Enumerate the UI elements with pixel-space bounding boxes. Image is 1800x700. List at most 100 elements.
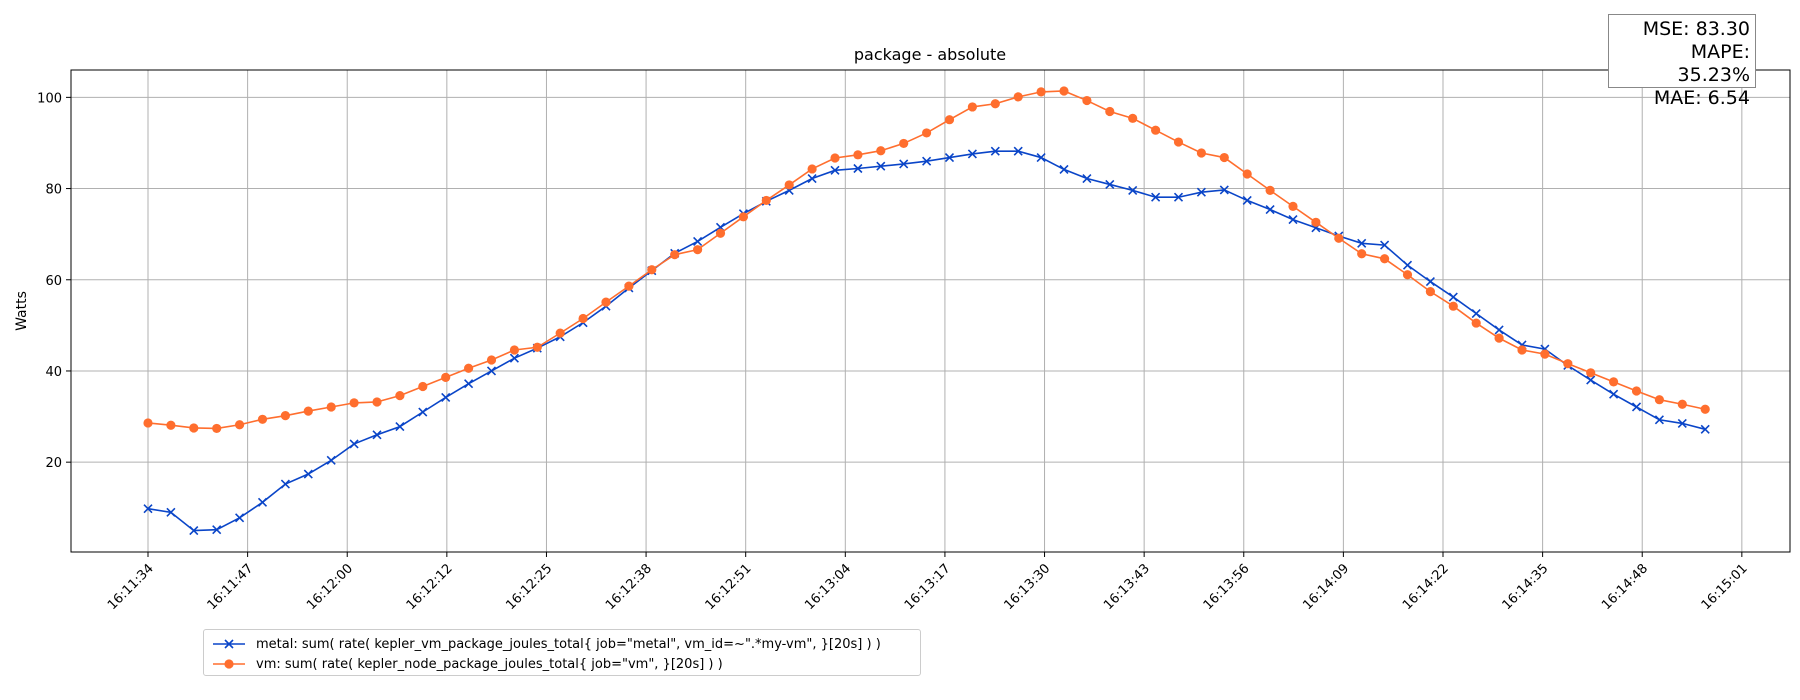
data-point-metal [967, 149, 977, 159]
data-point-metal [899, 159, 909, 169]
data-point-vm [212, 423, 222, 434]
series-metal [143, 146, 1710, 536]
legend-label-metal: metal: sum( rate( kepler_vm_package_joul… [256, 636, 881, 652]
data-point-vm [1288, 201, 1298, 211]
data-point-metal [1425, 277, 1435, 287]
x-tick-label: 16:13:43 [1101, 561, 1153, 613]
data-point-vm [807, 164, 817, 174]
x-tick-label: 16:13:30 [1001, 561, 1053, 613]
data-point-metal [807, 173, 817, 184]
data-point-metal [1105, 179, 1115, 190]
plot-frame [70, 69, 1791, 553]
x-tick-label: 16:12:38 [603, 561, 655, 613]
x-tick-label: 16:12:51 [703, 561, 755, 613]
data-point-vm [1013, 92, 1023, 102]
data-point-metal [486, 366, 497, 376]
data-point-vm [1059, 86, 1069, 96]
data-point-vm [1128, 113, 1138, 123]
data-point-vm [944, 115, 955, 125]
data-point-metal [212, 525, 222, 535]
data-point-vm [578, 313, 588, 324]
data-point-vm [1631, 386, 1642, 396]
series-line-vm [147, 90, 1706, 430]
data-point-vm [143, 418, 153, 428]
data-point-vm [1540, 349, 1550, 359]
data-point-vm [441, 372, 451, 382]
data-point-vm [1219, 152, 1229, 163]
data-point-vm [1380, 254, 1390, 264]
data-point-metal [1380, 240, 1390, 250]
metrics-box: MSE: 83.30 MAPE: 35.23% MAE: 6.54 [1608, 14, 1756, 109]
data-point-vm [189, 423, 199, 433]
mape-metric: MAPE: 35.23% [1677, 41, 1750, 86]
legend-swatch-metal [213, 639, 245, 649]
series-vm [143, 86, 1710, 434]
data-point-metal [1448, 292, 1458, 302]
data-point-metal [1357, 238, 1367, 248]
data-point-vm [967, 102, 978, 112]
data-point-metal [1494, 325, 1504, 335]
data-point-metal [257, 497, 268, 507]
data-point-vm [418, 381, 428, 392]
data-point-vm [876, 146, 886, 156]
data-point-vm [738, 212, 749, 222]
data-point-metal [280, 479, 290, 489]
data-point-vm [693, 245, 703, 255]
legend: metal: sum( rate( kepler_vm_package_joul… [203, 629, 921, 676]
data-point-vm [1082, 95, 1092, 106]
legend-item-metal: metal: sum( rate( kepler_vm_package_joul… [212, 634, 881, 654]
x-tick-label: 16:13:56 [1201, 561, 1253, 613]
data-point-vm [486, 355, 497, 365]
data-point-vm [1700, 404, 1710, 414]
data-point-vm [1036, 87, 1046, 97]
data-point-vm [1105, 106, 1115, 117]
data-point-metal [326, 455, 336, 465]
data-point-vm [1448, 301, 1458, 311]
x-tick-label: 16:11:34 [105, 561, 157, 613]
data-point-vm [784, 180, 794, 190]
x-tick-label: 16:14:22 [1400, 561, 1452, 613]
series-layer [143, 86, 1710, 536]
data-point-vm [1471, 318, 1481, 328]
data-point-vm [1265, 185, 1275, 195]
data-point-metal [189, 526, 199, 536]
data-point-metal [1677, 418, 1687, 428]
data-point-metal [349, 439, 359, 449]
data-point-vm [1425, 287, 1435, 297]
data-point-metal [1402, 260, 1413, 270]
data-point-vm [280, 411, 290, 421]
x-tick-label: 16:14:48 [1599, 561, 1651, 613]
x-tick-label: 16:12:12 [404, 561, 456, 613]
data-point-vm [509, 345, 519, 355]
data-point-metal [922, 156, 932, 166]
data-point-vm [235, 420, 245, 430]
data-point-metal [1631, 402, 1642, 412]
x-tick-label: 16:14:09 [1300, 561, 1352, 613]
data-point-vm [624, 281, 634, 291]
data-point-vm [464, 363, 474, 373]
data-point-vm [1242, 169, 1252, 179]
legend-swatch-vm [213, 659, 245, 669]
data-point-vm [1357, 249, 1367, 259]
data-point-metal [418, 407, 428, 417]
data-point-metal [1654, 415, 1664, 425]
data-point-vm [830, 153, 840, 163]
data-point-metal [1128, 185, 1138, 195]
data-point-vm [853, 150, 863, 160]
x-tick-label: 16:13:17 [902, 561, 954, 613]
data-point-vm [349, 398, 359, 408]
data-point-metal [1219, 185, 1229, 195]
data-point-metal [1151, 192, 1161, 202]
data-point-metal [1196, 187, 1206, 197]
y-axis-label: Watts [14, 291, 30, 331]
data-point-metal [830, 165, 840, 175]
data-point-vm [899, 138, 909, 149]
x-tick-label: 16:12:00 [304, 561, 356, 613]
data-point-vm [1173, 137, 1184, 147]
data-point-metal [1242, 195, 1252, 205]
grid [71, 70, 1790, 552]
data-point-vm [555, 328, 565, 338]
data-point-vm [1196, 148, 1206, 158]
data-point-metal [509, 353, 519, 363]
